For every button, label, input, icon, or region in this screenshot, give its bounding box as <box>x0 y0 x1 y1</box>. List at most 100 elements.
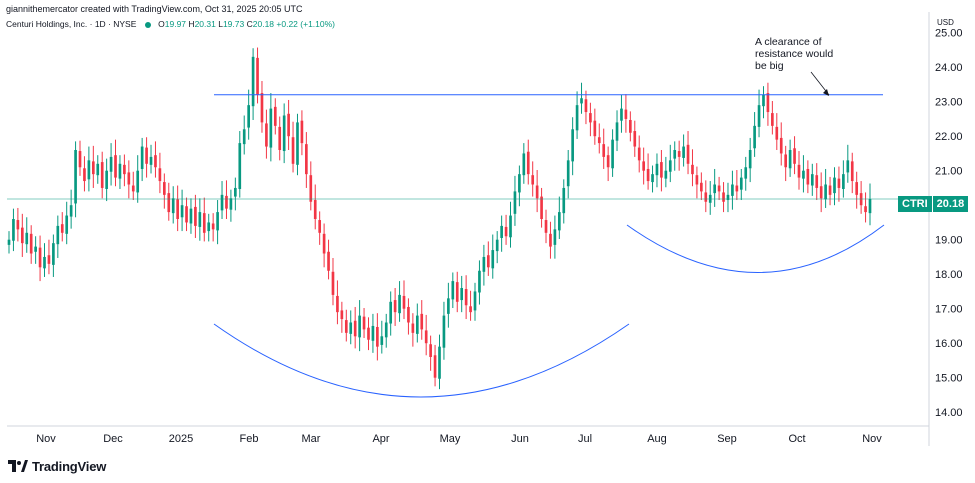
candle-body <box>868 198 872 214</box>
candle-body <box>726 194 730 201</box>
candle-body <box>526 151 530 175</box>
candle-body <box>87 160 91 180</box>
currency-label: USD <box>937 18 954 27</box>
close-label: C <box>246 19 253 29</box>
x-tick-label: Aug <box>647 433 667 445</box>
candle-body <box>757 105 761 127</box>
candle-body <box>531 175 535 185</box>
candle-body <box>819 186 823 199</box>
candle-body <box>486 255 490 268</box>
candle-body <box>207 222 211 232</box>
x-tick-label: Jun <box>511 433 529 445</box>
candle-body <box>833 177 836 194</box>
candle-body <box>460 288 464 301</box>
candle-body <box>398 294 401 314</box>
candle-body <box>842 174 845 189</box>
candle-body <box>29 233 33 254</box>
candle-body <box>25 232 29 245</box>
candle-body <box>411 323 415 333</box>
candle-body <box>739 177 743 190</box>
candle-body <box>815 175 819 188</box>
x-axis-ticks: Nov Dec 2025 Feb Mar Apr May Jun Jul Aug Sep Oct Nov <box>36 433 882 445</box>
candle-body <box>464 289 468 306</box>
candle-body <box>118 163 122 179</box>
candle-body <box>518 174 521 193</box>
candle-body <box>100 162 104 188</box>
candle-body <box>56 225 60 245</box>
change-value: +0.22 (+1.10%) <box>276 19 336 29</box>
candle-body <box>265 123 268 147</box>
candle-body <box>278 126 282 150</box>
candle-body <box>251 56 255 107</box>
x-tick-label: Apr <box>372 433 389 445</box>
candle-body <box>584 99 588 113</box>
candle-body <box>602 144 606 157</box>
candle-body <box>433 355 437 378</box>
candle-body <box>362 316 366 330</box>
y-tick-label: 16.00 <box>935 338 963 350</box>
candle-body <box>154 155 157 168</box>
candle-body <box>762 94 765 107</box>
candle-body <box>127 172 131 185</box>
candle-body <box>47 255 51 264</box>
candle-body <box>810 174 814 186</box>
candle-body <box>349 322 353 334</box>
candle-body <box>731 184 734 196</box>
x-tick-label: Dec <box>103 433 123 445</box>
candle-body <box>78 151 82 168</box>
candle-body <box>522 153 526 176</box>
candle-body <box>296 122 299 165</box>
candle-body <box>340 310 344 320</box>
candle-body <box>358 315 361 338</box>
candle-body <box>482 256 486 272</box>
candle-body <box>229 198 233 210</box>
candle-body <box>566 160 570 187</box>
candle-body <box>513 191 517 214</box>
y-tick-label: 18.00 <box>935 269 963 281</box>
candle-body <box>793 148 796 164</box>
y-tick-label: 21.00 <box>935 166 963 178</box>
candle-body <box>589 113 592 123</box>
price-tag-value: 20.18 <box>932 196 969 212</box>
candle-body <box>797 164 801 178</box>
candle-body <box>775 126 779 140</box>
candle-body <box>282 115 286 152</box>
candle-body <box>557 212 561 231</box>
candle-body <box>677 151 681 157</box>
close-value: 20.18 <box>252 19 275 29</box>
candle-body <box>593 120 597 137</box>
candle-body <box>837 178 841 188</box>
candle-body <box>269 108 273 148</box>
candle-body <box>194 206 197 226</box>
candle-body <box>20 227 24 244</box>
x-tick-label: Feb <box>240 433 259 445</box>
x-tick-label: May <box>440 433 461 445</box>
handle-curve[interactable] <box>626 224 885 273</box>
candle-body <box>717 185 721 192</box>
candle-body <box>704 192 708 202</box>
open-value: 19.97 <box>164 19 187 29</box>
candle-body <box>549 233 552 247</box>
instrument-title: Centuri Holdings, Inc. · 1D · NYSE <box>6 19 137 29</box>
x-tick-label: Jul <box>578 433 592 445</box>
candle-body <box>393 300 397 313</box>
cup-curve[interactable] <box>213 323 630 398</box>
candle-body <box>855 182 859 195</box>
candle-body <box>700 182 703 192</box>
candle-body <box>305 144 308 175</box>
candle-body <box>167 193 171 213</box>
candle-body <box>753 125 756 149</box>
candle-body <box>220 194 224 211</box>
candle-body <box>637 147 641 161</box>
tradingview-brand[interactable]: TradingView <box>8 459 106 474</box>
candle-body <box>69 205 73 217</box>
x-tick-label: 2025 <box>169 433 193 445</box>
candle-body <box>575 105 579 131</box>
candle-body <box>407 306 410 323</box>
candle-body <box>376 326 379 347</box>
candle-body <box>234 187 237 197</box>
candle-body <box>202 213 206 233</box>
candle-body <box>389 301 393 324</box>
candle-body <box>318 220 322 233</box>
